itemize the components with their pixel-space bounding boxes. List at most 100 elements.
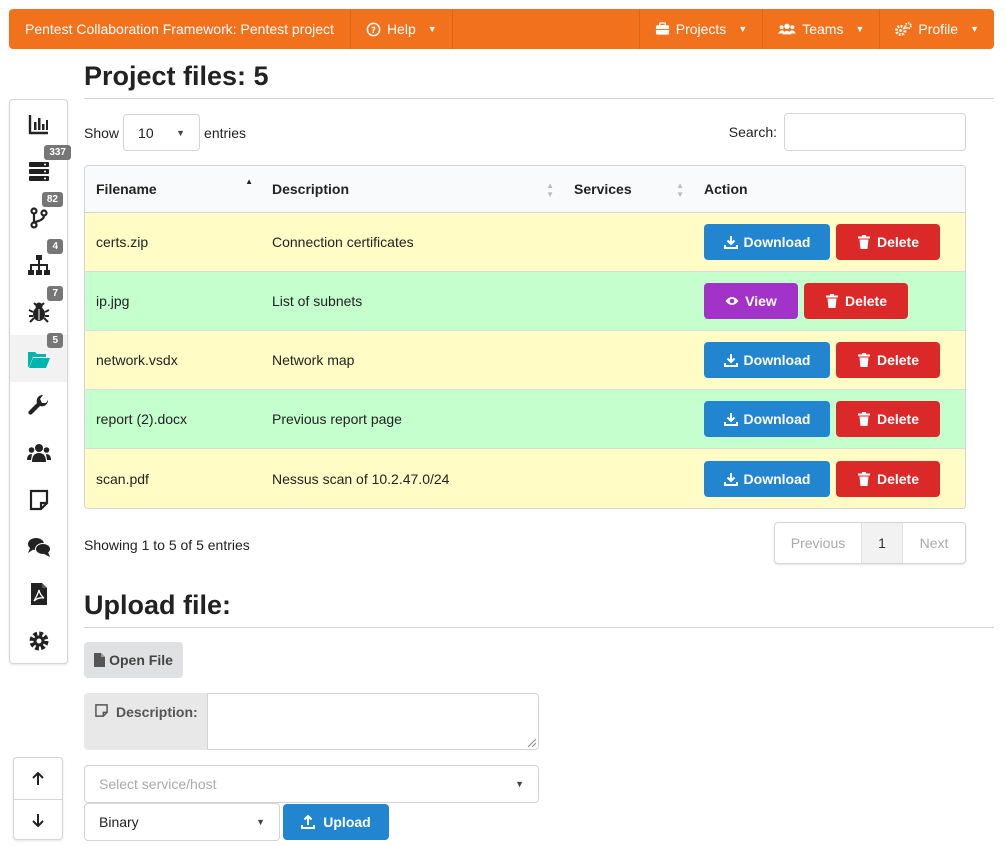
help-label: Help <box>386 21 416 37</box>
note-icon <box>29 489 48 510</box>
table-row: certs.zip Connection certificates Downlo… <box>85 213 965 272</box>
cell-description: Connection certificates <box>272 234 414 250</box>
chart-icon <box>28 114 48 134</box>
profile-menu[interactable]: Profile ▼ <box>880 9 994 49</box>
chevron-down-icon: ▼ <box>256 817 265 827</box>
users-icon <box>26 443 51 462</box>
wrench-icon <box>27 394 48 415</box>
entries-length-control: Show 10 ▼ entries <box>84 114 246 151</box>
folder-open-icon <box>27 351 50 368</box>
chevron-down-icon: ▼ <box>176 127 186 138</box>
trash-icon <box>825 294 838 308</box>
bug-icon <box>28 301 49 323</box>
cell-filename: scan.pdf <box>96 470 149 487</box>
brand-title: Pentest Collaboration Framework: Pentest… <box>25 21 334 37</box>
sidebar-item-hosts[interactable]: 337 <box>10 145 71 194</box>
sidebar-item-files[interactable]: 5 <box>10 333 67 382</box>
arrow-up-icon <box>32 771 44 785</box>
open-file-button[interactable]: Open File <box>84 642 183 678</box>
cell-filename: certs.zip <box>96 234 149 250</box>
top-navbar: Pentest Collaboration Framework: Pentest… <box>9 9 994 49</box>
table-info: Showing 1 to 5 of 5 entries <box>84 537 250 553</box>
networks-count-badge: 4 <box>47 239 63 254</box>
download-button[interactable]: Download <box>704 342 830 378</box>
sidebar-item-networks[interactable]: 4 <box>10 239 67 288</box>
table-row: network.vsdx Network map Download Delete <box>85 331 965 390</box>
sidebar-item-team[interactable] <box>10 429 67 476</box>
sidebar-item-reports[interactable] <box>10 570 67 617</box>
table-row: report (2).docx Previous report page Dow… <box>85 390 965 449</box>
sidebar-item-dashboard[interactable] <box>10 100 67 147</box>
cell-filename: report (2).docx <box>96 411 188 427</box>
delete-button[interactable]: Delete <box>836 342 940 378</box>
ports-count-badge: 82 <box>41 192 63 207</box>
pagination-page-1[interactable]: 1 <box>862 523 903 563</box>
chevron-down-icon: ▼ <box>427 24 437 34</box>
column-header-action: Action <box>704 181 748 197</box>
pagination-previous[interactable]: Previous <box>775 523 862 563</box>
sidebar-item-issues[interactable]: 7 <box>10 286 67 335</box>
column-header-filename[interactable]: Filename ▲ <box>96 177 253 197</box>
delete-button[interactable]: Delete <box>836 224 940 260</box>
file-type-select[interactable]: Binary ▼ <box>84 803 280 841</box>
download-icon <box>723 354 738 367</box>
trash-icon <box>857 471 870 486</box>
table-row: scan.pdf Nessus scan of 10.2.47.0/24 Dow… <box>85 449 965 508</box>
teams-menu[interactable]: Teams ▼ <box>763 9 881 49</box>
pagination-next[interactable]: Next <box>919 535 949 551</box>
trash-icon <box>857 353 870 367</box>
sort-icon: ▲ ▼ <box>546 181 554 199</box>
show-label: Show <box>84 124 120 141</box>
table-header: Filename ▲ Description ▲ ▼ Services ▲ ▼ Ac… <box>85 166 965 213</box>
service-host-select[interactable]: Select service/host ▼ <box>84 765 539 803</box>
help-menu[interactable]: ? Help ▼ <box>351 9 453 49</box>
sidebar: 337 82 4 7 5 <box>9 99 71 664</box>
upload-icon <box>301 815 316 829</box>
column-header-description[interactable]: Description ▲ ▼ <box>272 181 554 199</box>
sidebar-item-tools[interactable] <box>10 382 67 429</box>
service-host-placeholder: Select service/host <box>99 776 217 792</box>
column-header-services[interactable]: Services ▲ ▼ <box>574 181 684 199</box>
chevron-down-icon: ▼ <box>515 779 524 789</box>
projects-menu[interactable]: Projects ▼ <box>640 9 764 49</box>
cell-description: Nessus scan of 10.2.47.0/24 <box>272 470 450 487</box>
svg-text:?: ? <box>371 24 376 34</box>
table-search: Search: <box>729 113 966 151</box>
sort-asc-icon: ▲ <box>245 177 253 186</box>
download-button[interactable]: Download <box>704 460 830 497</box>
entries-select[interactable]: 10 ▼ <box>123 114 201 151</box>
sidebar-item-notes[interactable] <box>10 476 67 523</box>
upload-button[interactable]: Upload <box>283 804 389 840</box>
arrow-down-icon <box>32 814 44 827</box>
sidebar-item-chat[interactable] <box>10 523 67 570</box>
search-input[interactable] <box>784 113 966 151</box>
download-button[interactable]: Download <box>704 401 830 437</box>
scroll-controls <box>13 757 63 840</box>
scroll-down-button[interactable] <box>14 799 62 840</box>
download-button[interactable]: Download <box>704 224 830 260</box>
chevron-down-icon: ▼ <box>738 24 748 34</box>
trash-icon <box>857 412 870 426</box>
pagination: Previous 1 Next <box>774 522 966 564</box>
delete-button[interactable]: Delete <box>836 401 940 437</box>
entries-value: 10 <box>138 124 154 141</box>
scroll-up-button[interactable] <box>14 758 62 799</box>
view-button[interactable]: View <box>704 283 798 319</box>
chevron-down-icon: ▼ <box>970 24 979 34</box>
chevron-down-icon: ▼ <box>855 24 865 34</box>
delete-button[interactable]: Delete <box>836 460 940 497</box>
gear-icon <box>29 631 48 650</box>
profile-label: Profile <box>918 21 959 37</box>
brand-link[interactable]: Pentest Collaboration Framework: Pentest… <box>9 9 351 49</box>
description-textarea[interactable] <box>207 693 539 750</box>
server-icon <box>28 161 49 181</box>
download-icon <box>723 236 738 249</box>
delete-button[interactable]: Delete <box>804 283 908 319</box>
sidebar-item-settings[interactable] <box>10 617 67 664</box>
description-label: Description: <box>84 693 207 750</box>
note-icon <box>95 704 108 717</box>
files-table: Filename ▲ Description ▲ ▼ Services ▲ ▼ Ac… <box>84 165 966 509</box>
sidebar-item-ports[interactable]: 82 <box>10 192 67 241</box>
trash-icon <box>857 235 870 249</box>
download-icon <box>723 472 738 486</box>
